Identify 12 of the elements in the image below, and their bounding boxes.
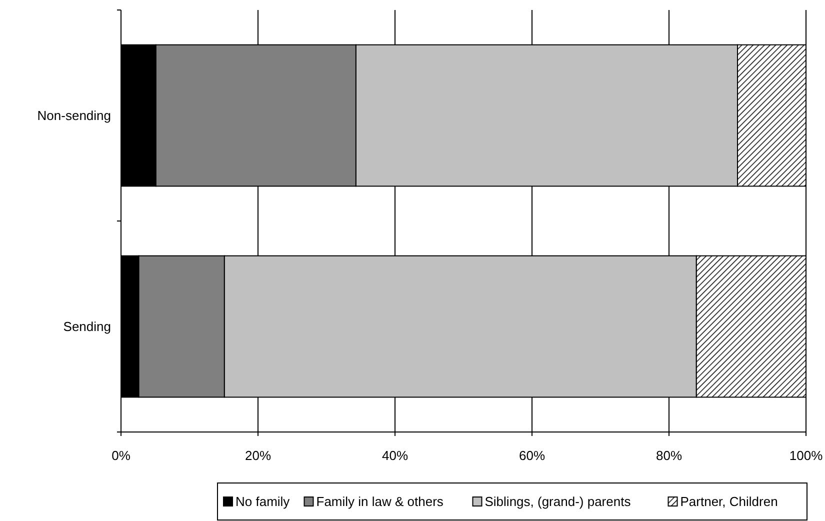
x-tick-label: 40% [382, 448, 408, 463]
y-tick-label: Sending [63, 319, 111, 334]
x-tick-label: 0% [112, 448, 131, 463]
legend-label: Family in law & others [316, 494, 444, 509]
legend-label: No family [236, 494, 290, 509]
y-tick-label: Non-sending [37, 108, 111, 124]
legend-label: Siblings, (grand-) parents [484, 494, 632, 509]
x-tick-label: 80% [656, 448, 682, 463]
x-tick-label: 20% [244, 448, 272, 463]
x-tick-label: 100% [789, 448, 824, 463]
x-tick-label: 60% [518, 448, 546, 463]
legend-label: Partner, Children [680, 494, 778, 509]
